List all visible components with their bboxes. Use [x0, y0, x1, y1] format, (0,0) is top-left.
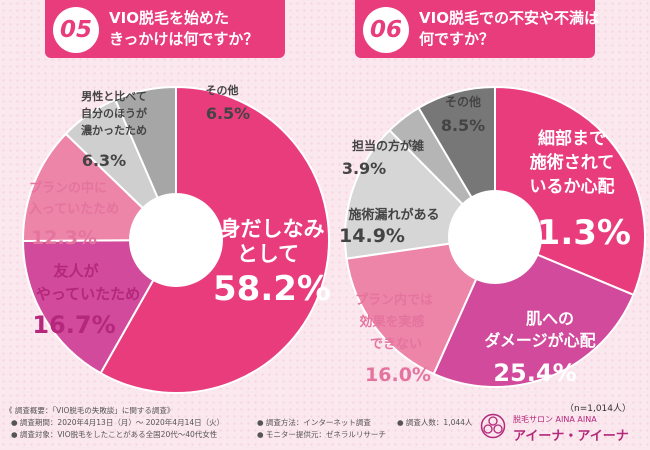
question-06-line2: 何ですか？ — [419, 30, 495, 48]
label-effect-06-pct: 16.0% — [365, 364, 431, 386]
brand-logo-icon — [480, 413, 506, 439]
question-05-header: 05 VIO脱毛を始めた きっかけは何ですか？ — [45, 0, 285, 58]
label-male-05-line2: 自分のほうが — [81, 106, 147, 120]
label-other-05: その他 6.5% — [206, 83, 251, 123]
label-effect-06-line3: できない — [370, 337, 422, 352]
label-plan-05-pct: 12.3% — [31, 227, 97, 249]
question-05-number: 05 — [53, 7, 99, 53]
pie-chart-06 — [344, 85, 646, 388]
label-other-05-line1: その他 — [206, 83, 239, 97]
label-skin-06-line1: 肌への — [526, 309, 574, 328]
label-effect-06: プラン内では 効果を実感 できない 16.0% — [355, 292, 433, 386]
label-friend-05-line2: やっていたため — [36, 285, 140, 303]
label-friend-05: 友人が やっていたため 16.7% — [32, 262, 140, 339]
footer-people: ● 調査人数：1,044人 — [397, 418, 473, 427]
label-skin-06: 肌への ダメージが心配 25.4% — [484, 309, 595, 387]
label-miss-06-pct: 14.9% — [339, 225, 405, 247]
label-detail-06-line1: 細部まで — [538, 128, 606, 149]
label-detail-06: 細部まで 施術されて いるか心配 31.3% — [513, 128, 631, 253]
label-detail-06-pct: 31.3% — [513, 213, 631, 253]
label-friend-05-line1: 友人が — [53, 262, 99, 280]
label-male-05-pct: 6.3% — [82, 151, 126, 170]
label-main-05: 身だしなみ として 58.2% — [213, 217, 331, 309]
footer-summary: 《 調査概要：「VIO脱毛の失敗談」に関する調査》 — [5, 406, 175, 415]
label-plan-05-line1: プランの中に — [29, 180, 107, 196]
label-plan-05: プランの中に 入っていたため 12.3% — [29, 180, 119, 249]
label-detail-06-line2: 施術されて — [530, 152, 615, 173]
footer-period: ● 調査期間：2020年4月13日（月）～ 2020年4月14日（火） — [11, 418, 225, 427]
pie05-center-hole — [129, 193, 223, 287]
footer-method: ● 調査方法：インターネット調査 — [257, 418, 371, 427]
pie06-center-hole — [448, 190, 542, 284]
label-miss-06: 施術漏れがある 14.9% — [339, 207, 439, 247]
footer-provider: ● モニター提供元：ゼネラルリサーチ — [257, 430, 386, 439]
label-male-05-line3: 濃かったため — [81, 123, 147, 137]
label-miss-06-line1: 施術漏れがある — [348, 207, 439, 223]
question-06-number: 06 — [363, 7, 409, 53]
brand-name-small: 脱毛サロン AINA AINA — [513, 415, 597, 424]
question-05-line2: きっかけは何ですか？ — [109, 30, 259, 48]
label-main-05-line2: として — [237, 242, 299, 266]
pie05-slice-1 — [21, 238, 178, 375]
label-other-06-line1: その他 — [445, 94, 481, 109]
question-06-text: VIO脱毛での不安や不満は 何ですか？ — [419, 8, 599, 50]
label-male-05: 男性と比べて 自分のほうが 濃かったため 6.3% — [81, 89, 147, 170]
label-friend-05-pct: 16.7% — [32, 311, 115, 339]
pie06-slice-2 — [345, 235, 497, 376]
label-skin-06-pct: 25.4% — [493, 359, 576, 387]
label-male-05-line1: 男性と比べて — [81, 89, 147, 103]
question-05-line1: VIO脱毛を始めた — [109, 9, 229, 27]
label-detail-06-line3: いるか心配 — [530, 177, 615, 197]
respondent-count: （n=1,014人） — [565, 404, 632, 414]
question-06-line1: VIO脱毛での不安や不満は — [419, 9, 599, 27]
label-effect-06-line1: プラン内では — [355, 292, 433, 308]
label-skin-06-line2: ダメージが心配 — [484, 331, 595, 350]
label-other-05-pct: 6.5% — [206, 104, 250, 123]
label-effect-06-line2: 効果を実感 — [359, 314, 424, 330]
label-main-05-line1: 身だしなみ — [220, 217, 325, 241]
label-other-06-pct: 8.5% — [441, 116, 485, 135]
label-plan-05-line2: 入っていたため — [29, 202, 119, 217]
question-06-header: 06 VIO脱毛での不安や不満は 何ですか？ — [355, 0, 599, 58]
question-05-text: VIO脱毛を始めた きっかけは何ですか？ — [109, 8, 258, 50]
label-other-06: その他 8.5% — [441, 94, 485, 135]
label-main-05-pct: 58.2% — [213, 269, 331, 309]
label-rough-06-line1: 担当の方が雑 — [352, 138, 424, 153]
pie-chart-05 — [21, 85, 330, 394]
footer-target: ● 調査対象：VIO脱毛をしたことがある全国20代～40代女性 — [11, 430, 218, 439]
brand-name: アイーナ・アイーナ — [513, 429, 629, 444]
label-rough-06: 担当の方が雑 3.9% — [342, 138, 424, 178]
label-rough-06-pct: 3.9% — [342, 159, 386, 178]
